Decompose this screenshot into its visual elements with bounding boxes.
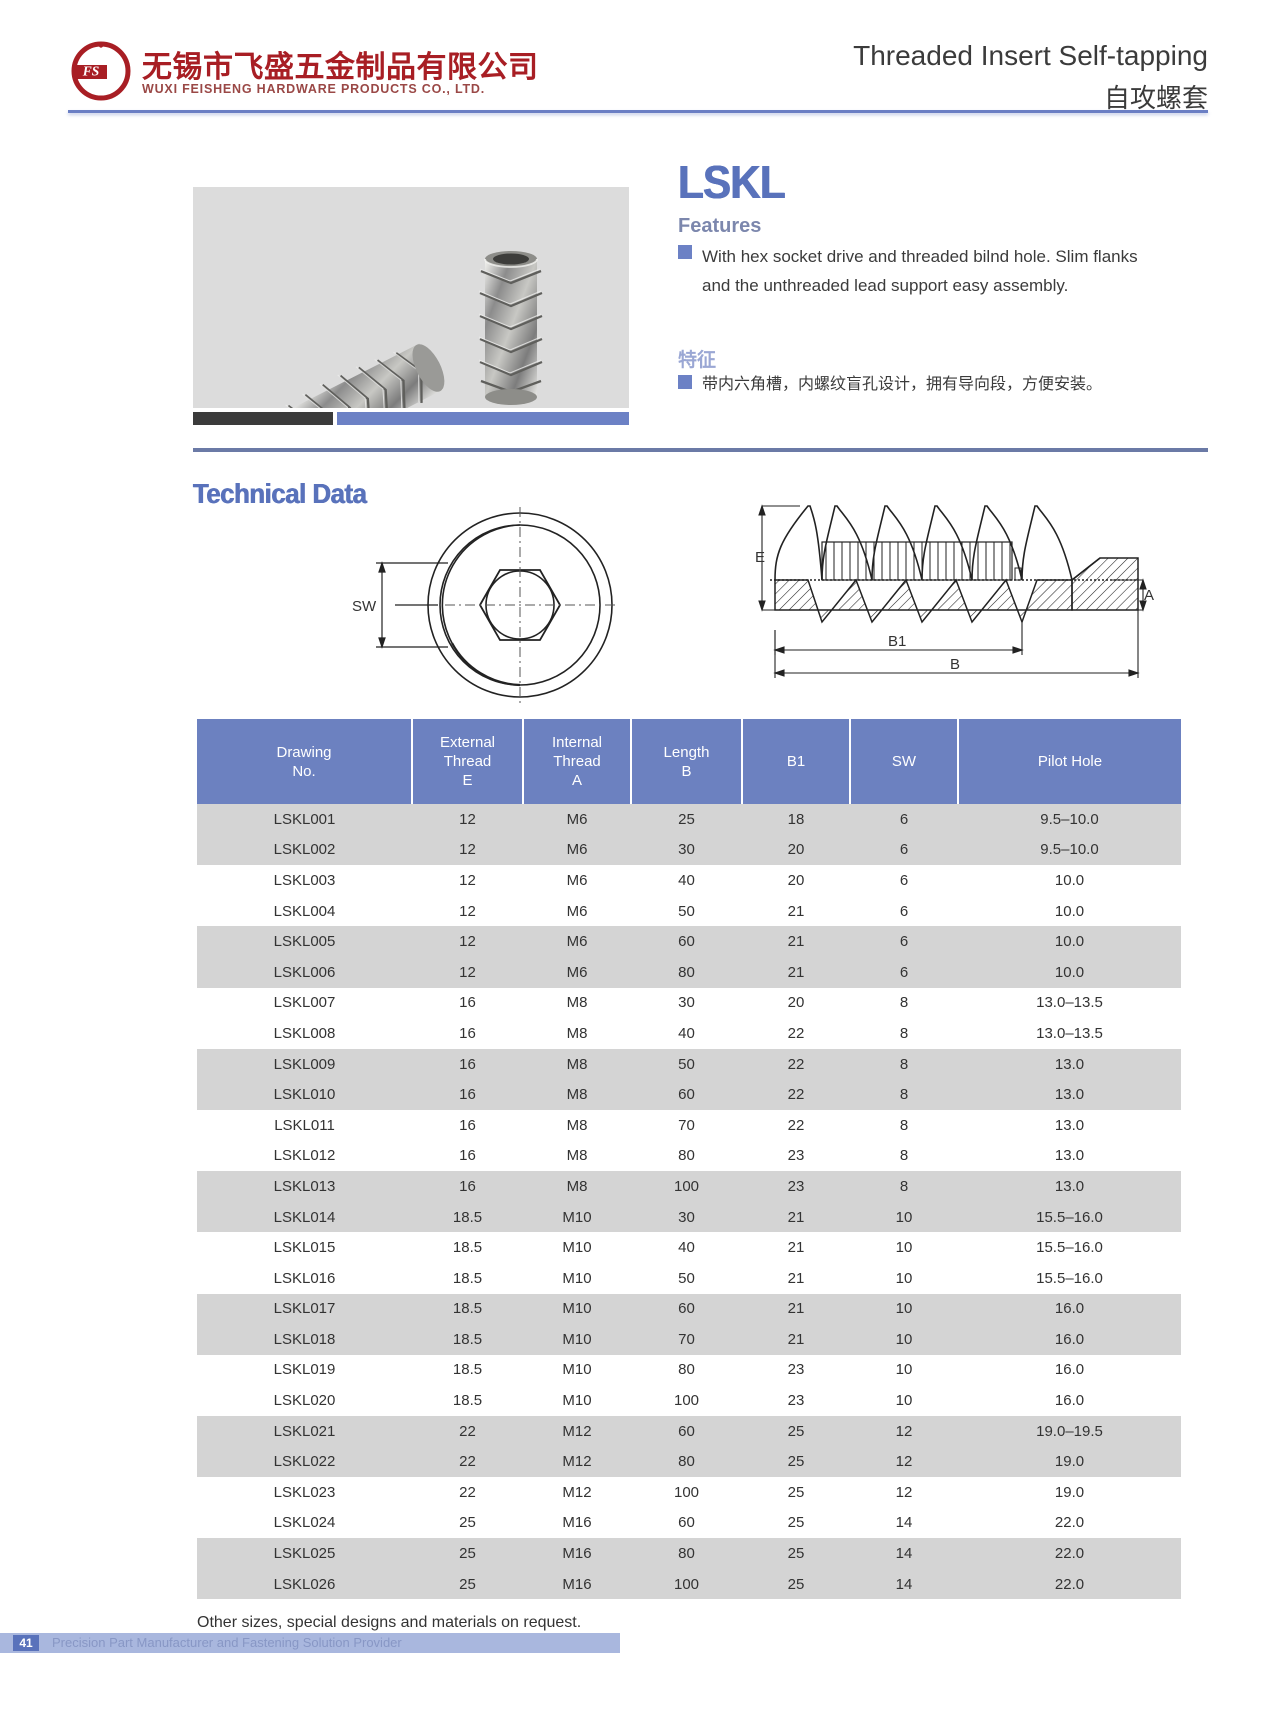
svg-text:E: E [755, 549, 765, 566]
svg-text:B1: B1 [888, 633, 906, 650]
svg-text:FS: FS [82, 64, 100, 79]
svg-text:B: B [950, 656, 960, 673]
svg-text:A: A [1144, 587, 1154, 604]
svg-text:SW: SW [352, 598, 377, 615]
